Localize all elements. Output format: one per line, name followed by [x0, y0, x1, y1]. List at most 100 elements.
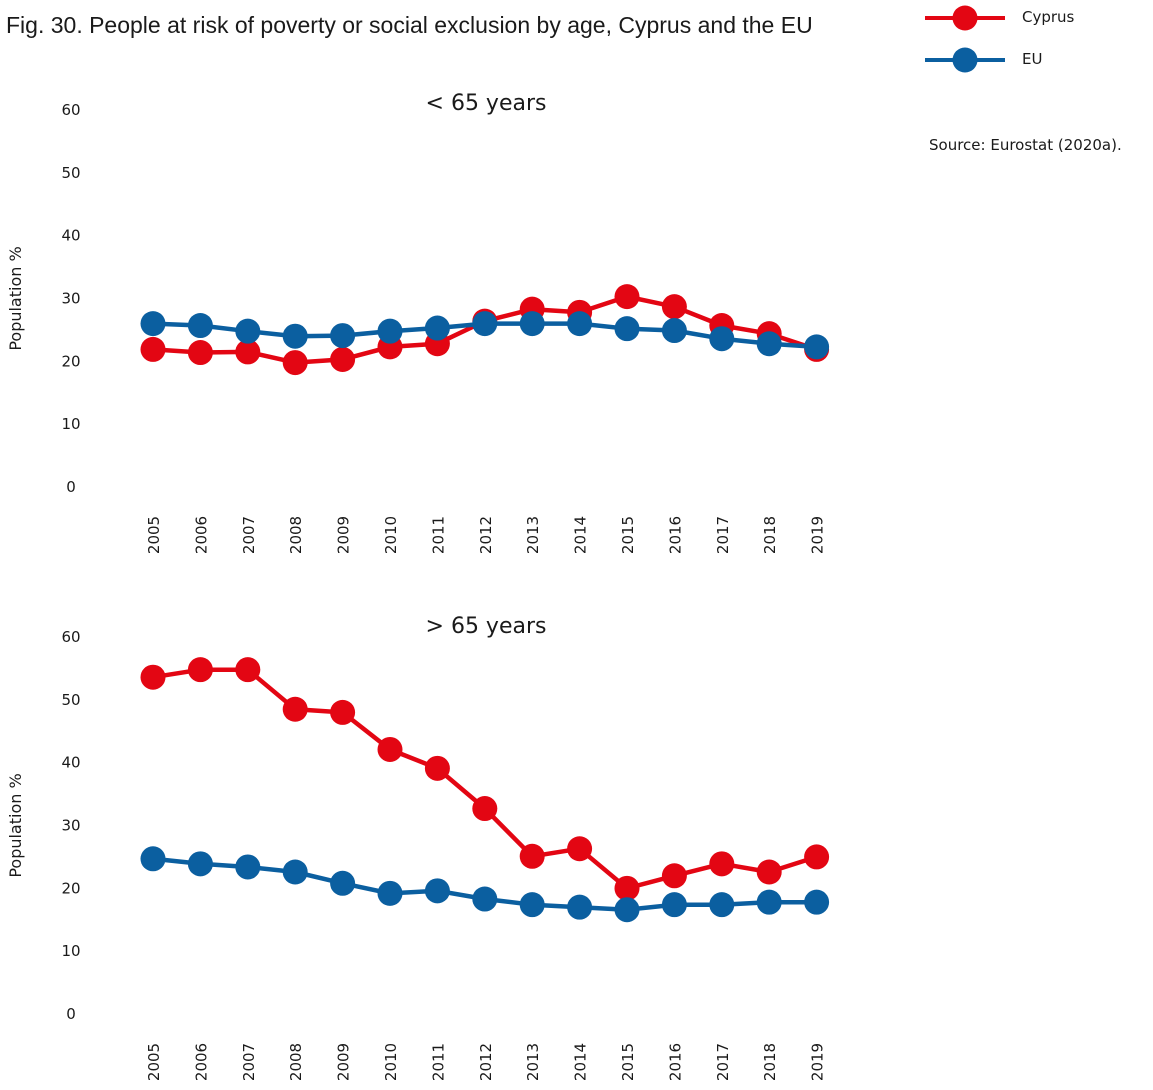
x-tick-label: 2013	[524, 516, 542, 554]
panel-title: > 65 years	[426, 614, 547, 639]
data-point-eu	[187, 851, 213, 877]
data-point-eu	[567, 894, 593, 920]
y-tick-label: 20	[61, 879, 80, 897]
data-point-eu	[377, 880, 403, 906]
data-point-cyprus	[661, 294, 687, 320]
x-tick-label: 2005	[145, 1043, 163, 1081]
data-point-cyprus	[187, 657, 213, 683]
data-point-eu	[424, 878, 450, 904]
data-point-cyprus	[424, 755, 450, 781]
x-tick-label: 2015	[619, 516, 637, 554]
x-tick-label: 2018	[761, 516, 779, 554]
chart-under-65: < 65 years Population % 0 10 20 30 40 50 60 2005 2…	[6, 91, 830, 554]
data-point-cyprus	[140, 336, 166, 362]
x-tick-label: 2008	[287, 1043, 305, 1081]
data-point-cyprus	[235, 339, 261, 365]
data-point-eu	[804, 334, 830, 360]
data-point-cyprus	[140, 664, 166, 690]
data-point-cyprus	[282, 350, 308, 376]
figure-title: Fig. 30. People at risk of poverty or so…	[6, 12, 813, 38]
data-point-cyprus	[377, 736, 403, 762]
y-axis-title: Population %	[6, 773, 25, 877]
legend-item-cyprus: Cyprus	[925, 3, 1145, 33]
data-point-eu	[187, 313, 213, 339]
y-tick-label: 50	[61, 164, 80, 182]
data-point-cyprus	[472, 796, 498, 822]
data-point-eu	[472, 311, 498, 337]
data-point-eu	[472, 886, 498, 912]
data-point-cyprus	[614, 284, 640, 310]
legend-swatch-cyprus	[925, 5, 1005, 31]
data-point-cyprus	[661, 863, 687, 889]
legend-swatch-eu	[925, 47, 1005, 73]
data-point-eu	[330, 323, 356, 349]
x-tick-label: 2005	[145, 516, 163, 554]
data-point-cyprus	[187, 340, 213, 366]
data-point-cyprus	[567, 836, 593, 862]
data-point-eu	[661, 892, 687, 918]
source-note: Source: Eurostat (2020a).	[929, 136, 1122, 154]
data-point-eu	[235, 854, 261, 880]
series-eu	[140, 311, 830, 360]
x-tick-label: 2017	[714, 516, 732, 554]
data-point-eu	[235, 318, 261, 344]
data-point-eu	[614, 316, 640, 342]
y-tick-label: 20	[61, 352, 80, 370]
y-axis-title: Population %	[6, 246, 25, 350]
y-tick-label: 50	[61, 691, 80, 709]
x-tick-label: 2008	[287, 516, 305, 554]
x-tick-label: 2018	[761, 1043, 779, 1081]
x-tick-label: 2011	[429, 516, 447, 554]
x-tick-label: 2014	[572, 516, 590, 554]
y-tick-label: 30	[61, 290, 80, 308]
data-point-cyprus	[282, 696, 308, 722]
legend-label-eu: EU	[1022, 50, 1043, 68]
panel-title: < 65 years	[426, 91, 547, 116]
data-point-cyprus	[519, 843, 545, 869]
x-tick-label: 2012	[477, 1043, 495, 1081]
y-tick-label: 60	[61, 628, 80, 646]
x-tick-label: 2013	[524, 1043, 542, 1081]
data-point-cyprus	[804, 844, 830, 870]
data-point-cyprus	[330, 699, 356, 725]
data-point-eu	[140, 846, 166, 872]
x-tick-label: 2012	[477, 516, 495, 554]
data-point-cyprus	[330, 346, 356, 372]
series-eu	[140, 846, 830, 923]
chart-over-65: > 65 years Population % 0 10 20 30 40 50 60 2005 2…	[6, 614, 830, 1081]
x-tick-label: 2006	[192, 516, 210, 554]
data-point-cyprus	[756, 859, 782, 885]
data-point-eu	[377, 318, 403, 344]
x-tick-label: 2014	[572, 1043, 590, 1081]
data-point-eu	[661, 318, 687, 344]
data-point-eu	[282, 323, 308, 349]
data-point-cyprus	[709, 851, 735, 877]
x-tick-label: 2015	[619, 1043, 637, 1081]
data-point-eu	[709, 326, 735, 352]
data-point-eu	[424, 315, 450, 341]
y-tick-label: 60	[61, 101, 80, 119]
y-tick-label: 10	[61, 415, 80, 433]
data-point-eu	[282, 859, 308, 885]
y-tick-label: 30	[61, 817, 80, 835]
data-point-cyprus	[235, 657, 261, 683]
x-tick-label: 2006	[192, 1043, 210, 1081]
x-tick-label: 2017	[714, 1043, 732, 1081]
x-tick-label: 2009	[335, 1043, 353, 1081]
data-point-eu	[519, 892, 545, 918]
y-tick-label: 40	[61, 227, 80, 245]
legend-item-eu: EU	[925, 45, 1145, 75]
y-tick-label: 0	[66, 1005, 76, 1023]
data-point-eu	[330, 870, 356, 896]
x-tick-label: 2007	[240, 516, 258, 554]
x-tick-label: 2019	[809, 1043, 827, 1081]
x-tick-label: 2011	[429, 1043, 447, 1081]
y-tick-label: 40	[61, 754, 80, 772]
x-tick-label: 2009	[335, 516, 353, 554]
data-point-eu	[756, 331, 782, 357]
x-tick-label: 2010	[382, 1043, 400, 1081]
data-point-eu	[804, 889, 830, 915]
data-point-eu	[567, 311, 593, 337]
data-point-eu	[709, 892, 735, 918]
legend: Cyprus EU	[925, 0, 1145, 80]
